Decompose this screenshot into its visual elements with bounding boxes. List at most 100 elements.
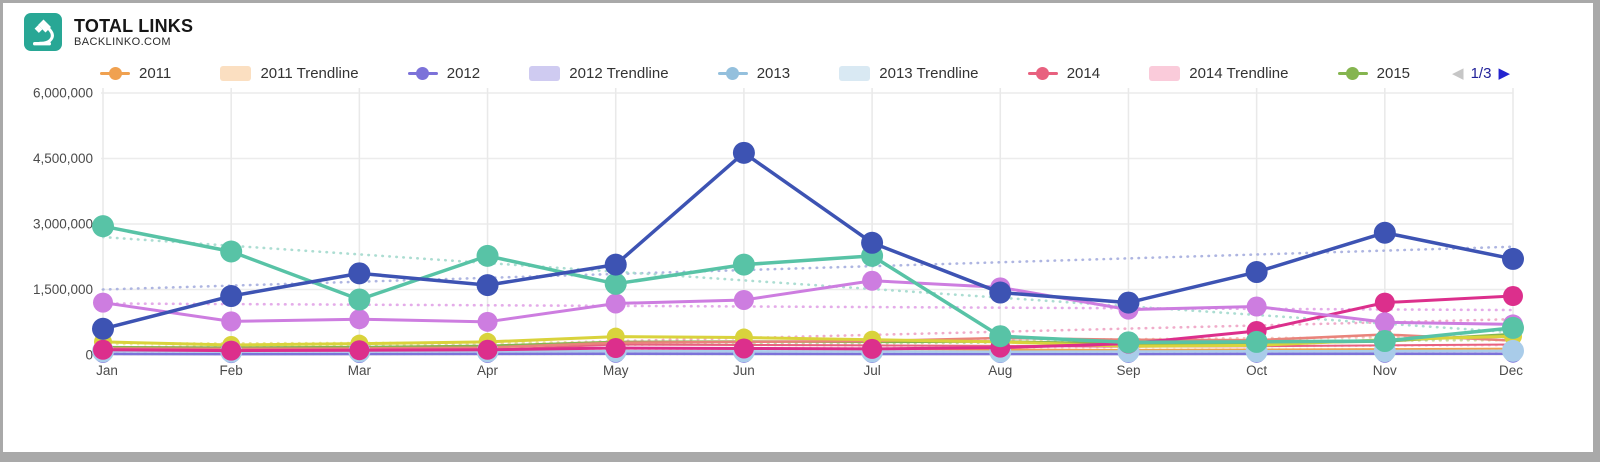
legend-item-label: 2011 <box>139 64 172 82</box>
data-point-series-blue-Aug[interactable] <box>989 281 1012 304</box>
data-point-series-teal-Oct[interactable] <box>1245 330 1268 353</box>
data-point-series-orchid-Nov[interactable] <box>1374 312 1395 333</box>
data-point-series-orchid-Jun[interactable] <box>733 289 754 310</box>
legend-swatch-marker <box>1149 65 1181 81</box>
data-series <box>92 141 1524 364</box>
data-point-series-cerise-Jan[interactable] <box>93 339 113 360</box>
trendline-trend-teal <box>101 235 1515 334</box>
page-title: TOTAL LINKS <box>74 15 194 36</box>
data-point-series-orchid-Mar[interactable] <box>349 309 370 330</box>
data-point-series-teal-Sep[interactable] <box>1117 331 1140 354</box>
x-axis-tick-label: Sep <box>1116 363 1140 378</box>
data-point-series-teal-Aug[interactable] <box>989 325 1012 348</box>
legend-item-label: 2013 Trendline <box>879 64 979 82</box>
x-axis-tick-label: Jul <box>863 363 880 378</box>
data-point-series-blue-Oct[interactable] <box>1245 261 1268 284</box>
legend-pagination: ◀ 1/3 ▶ <box>1452 65 1510 82</box>
data-point-series-blue-Apr[interactable] <box>476 274 499 297</box>
x-axis-tick-label: Oct <box>1246 363 1267 378</box>
data-point-series-blue-Jul[interactable] <box>861 231 884 254</box>
y-axis-labels: 0 1,500,000 3,000,000 4,500,000 6,000,000 <box>33 86 93 363</box>
data-point-2013-Dec[interactable] <box>1502 339 1524 362</box>
x-axis-tick-label: May <box>603 363 629 378</box>
data-point-series-orchid-Oct[interactable] <box>1246 296 1267 317</box>
data-point-series-orchid-Jan[interactable] <box>93 292 113 313</box>
data-point-series-teal-Dec[interactable] <box>1502 316 1524 339</box>
data-point-series-cerise-Dec[interactable] <box>1503 286 1523 307</box>
series-line-series-teal[interactable] <box>101 224 1515 345</box>
data-point-series-cerise-Apr[interactable] <box>477 339 498 360</box>
legend-item-label: 2011 Trendline <box>260 64 359 82</box>
legend-item-2012-trendline[interactable]: 2012 Trendline <box>529 65 669 82</box>
x-axis-tick-label: Aug <box>988 363 1012 378</box>
legend-item-2013-trendline[interactable]: 2013 Trendline <box>839 64 979 82</box>
legend-item-2011[interactable]: 2011 <box>100 65 171 82</box>
legend-line-dot-marker <box>100 66 130 80</box>
legend-item-2011-trendline[interactable]: 2011 Trendline <box>220 64 359 82</box>
legend-item-label: 2012 <box>446 64 481 82</box>
data-point-series-teal-Nov[interactable] <box>1373 330 1396 353</box>
data-point-series-teal-Jan[interactable] <box>92 215 114 238</box>
data-point-series-blue-Jun[interactable] <box>732 141 755 164</box>
data-point-series-cerise-Nov[interactable] <box>1374 292 1395 313</box>
legend-line-dot-marker <box>1337 66 1368 80</box>
data-point-series-orchid-Feb[interactable] <box>221 311 242 332</box>
y-axis-tick-label: 6,000,000 <box>33 86 93 101</box>
series-line-series-cerise[interactable] <box>101 294 1515 353</box>
x-axis-tick-label: Jun <box>733 363 755 378</box>
y-axis-tick-label: 3,000,000 <box>33 217 93 232</box>
legend-line-dot-marker <box>1027 66 1058 80</box>
data-point-series-orchid-May[interactable] <box>605 293 626 314</box>
legend-item-2014-trendline[interactable]: 2014 Trendline <box>1149 65 1288 82</box>
data-point-series-blue-Mar[interactable] <box>348 262 371 285</box>
data-point-series-blue-Dec[interactable] <box>1502 247 1524 270</box>
legend-line-dot-marker <box>407 66 438 80</box>
x-axis-tick-label: Apr <box>477 363 499 378</box>
microscope-icon <box>24 13 62 51</box>
legend-item-2012[interactable]: 2012 <box>407 64 481 82</box>
data-point-series-teal-Feb[interactable] <box>220 240 243 263</box>
legend-line-dot-marker <box>717 66 748 80</box>
legend-item-2014[interactable]: 2014 <box>1027 65 1100 82</box>
legend-item-label: 2013 <box>756 64 791 82</box>
data-point-series-teal-Mar[interactable] <box>348 288 371 311</box>
y-axis-tick-label: 4,500,000 <box>33 151 93 166</box>
legend-item-2013[interactable]: 2013 <box>717 64 791 82</box>
x-axis-labels: Jan Feb Mar Apr May Jun Jul Aug Sep Oct Nov Dec <box>96 363 1523 378</box>
x-axis-tick-label: Jan <box>96 363 118 378</box>
data-point-series-blue-Jan[interactable] <box>92 317 114 340</box>
data-point-series-teal-May[interactable] <box>604 272 627 295</box>
data-point-series-cerise-Jul[interactable] <box>862 338 883 359</box>
series-line-series-yellow[interactable] <box>101 334 1515 348</box>
data-point-series-orchid-Apr[interactable] <box>477 311 498 332</box>
series-series-teal <box>92 215 1524 354</box>
data-point-series-cerise-May[interactable] <box>605 338 626 359</box>
data-point-series-blue-May[interactable] <box>604 253 627 276</box>
legend-prev-arrow-icon[interactable]: ◀ <box>1452 64 1464 82</box>
data-point-series-cerise-Jun[interactable] <box>733 338 754 359</box>
legend-item-2015[interactable]: 2015 <box>1337 64 1411 82</box>
widget-header: TOTAL LINKS BACKLINKO.COM <box>24 13 193 51</box>
data-point-series-cerise-Mar[interactable] <box>349 340 370 361</box>
legend-next-arrow-icon[interactable]: ▶ <box>1498 64 1510 82</box>
x-axis-tick-label: Feb <box>220 363 243 378</box>
legend-swatch-marker <box>839 65 871 81</box>
data-point-series-blue-Sep[interactable] <box>1117 291 1140 314</box>
data-point-series-blue-Nov[interactable] <box>1373 221 1396 244</box>
data-point-series-teal-Apr[interactable] <box>476 244 499 267</box>
chart-gridlines <box>101 88 1514 356</box>
legend-item-label: 2015 <box>1376 64 1411 82</box>
total-links-line-chart: 0 1,500,000 3,000,000 4,500,000 6,000,000 Jan… <box>33 86 1524 378</box>
series-line-series-orchid[interactable] <box>101 279 1515 326</box>
data-point-series-blue-Feb[interactable] <box>220 285 243 308</box>
x-axis-tick-label: Nov <box>1373 363 1397 378</box>
data-point-series-cerise-Feb[interactable] <box>221 340 242 361</box>
series-line-series-blue[interactable] <box>101 151 1515 331</box>
widget-canvas: TOTAL LINKS BACKLINKO.COM 2011 2011 Trend… <box>3 3 1593 452</box>
x-axis-tick-label: Dec <box>1499 363 1523 378</box>
data-point-series-orchid-Jul[interactable] <box>862 270 883 291</box>
page-subtitle: BACKLINKO.COM <box>74 35 171 48</box>
data-point-series-teal-Jun[interactable] <box>732 253 755 276</box>
series-series-blue <box>92 141 1524 340</box>
series-line-series-coral[interactable] <box>101 333 1515 351</box>
